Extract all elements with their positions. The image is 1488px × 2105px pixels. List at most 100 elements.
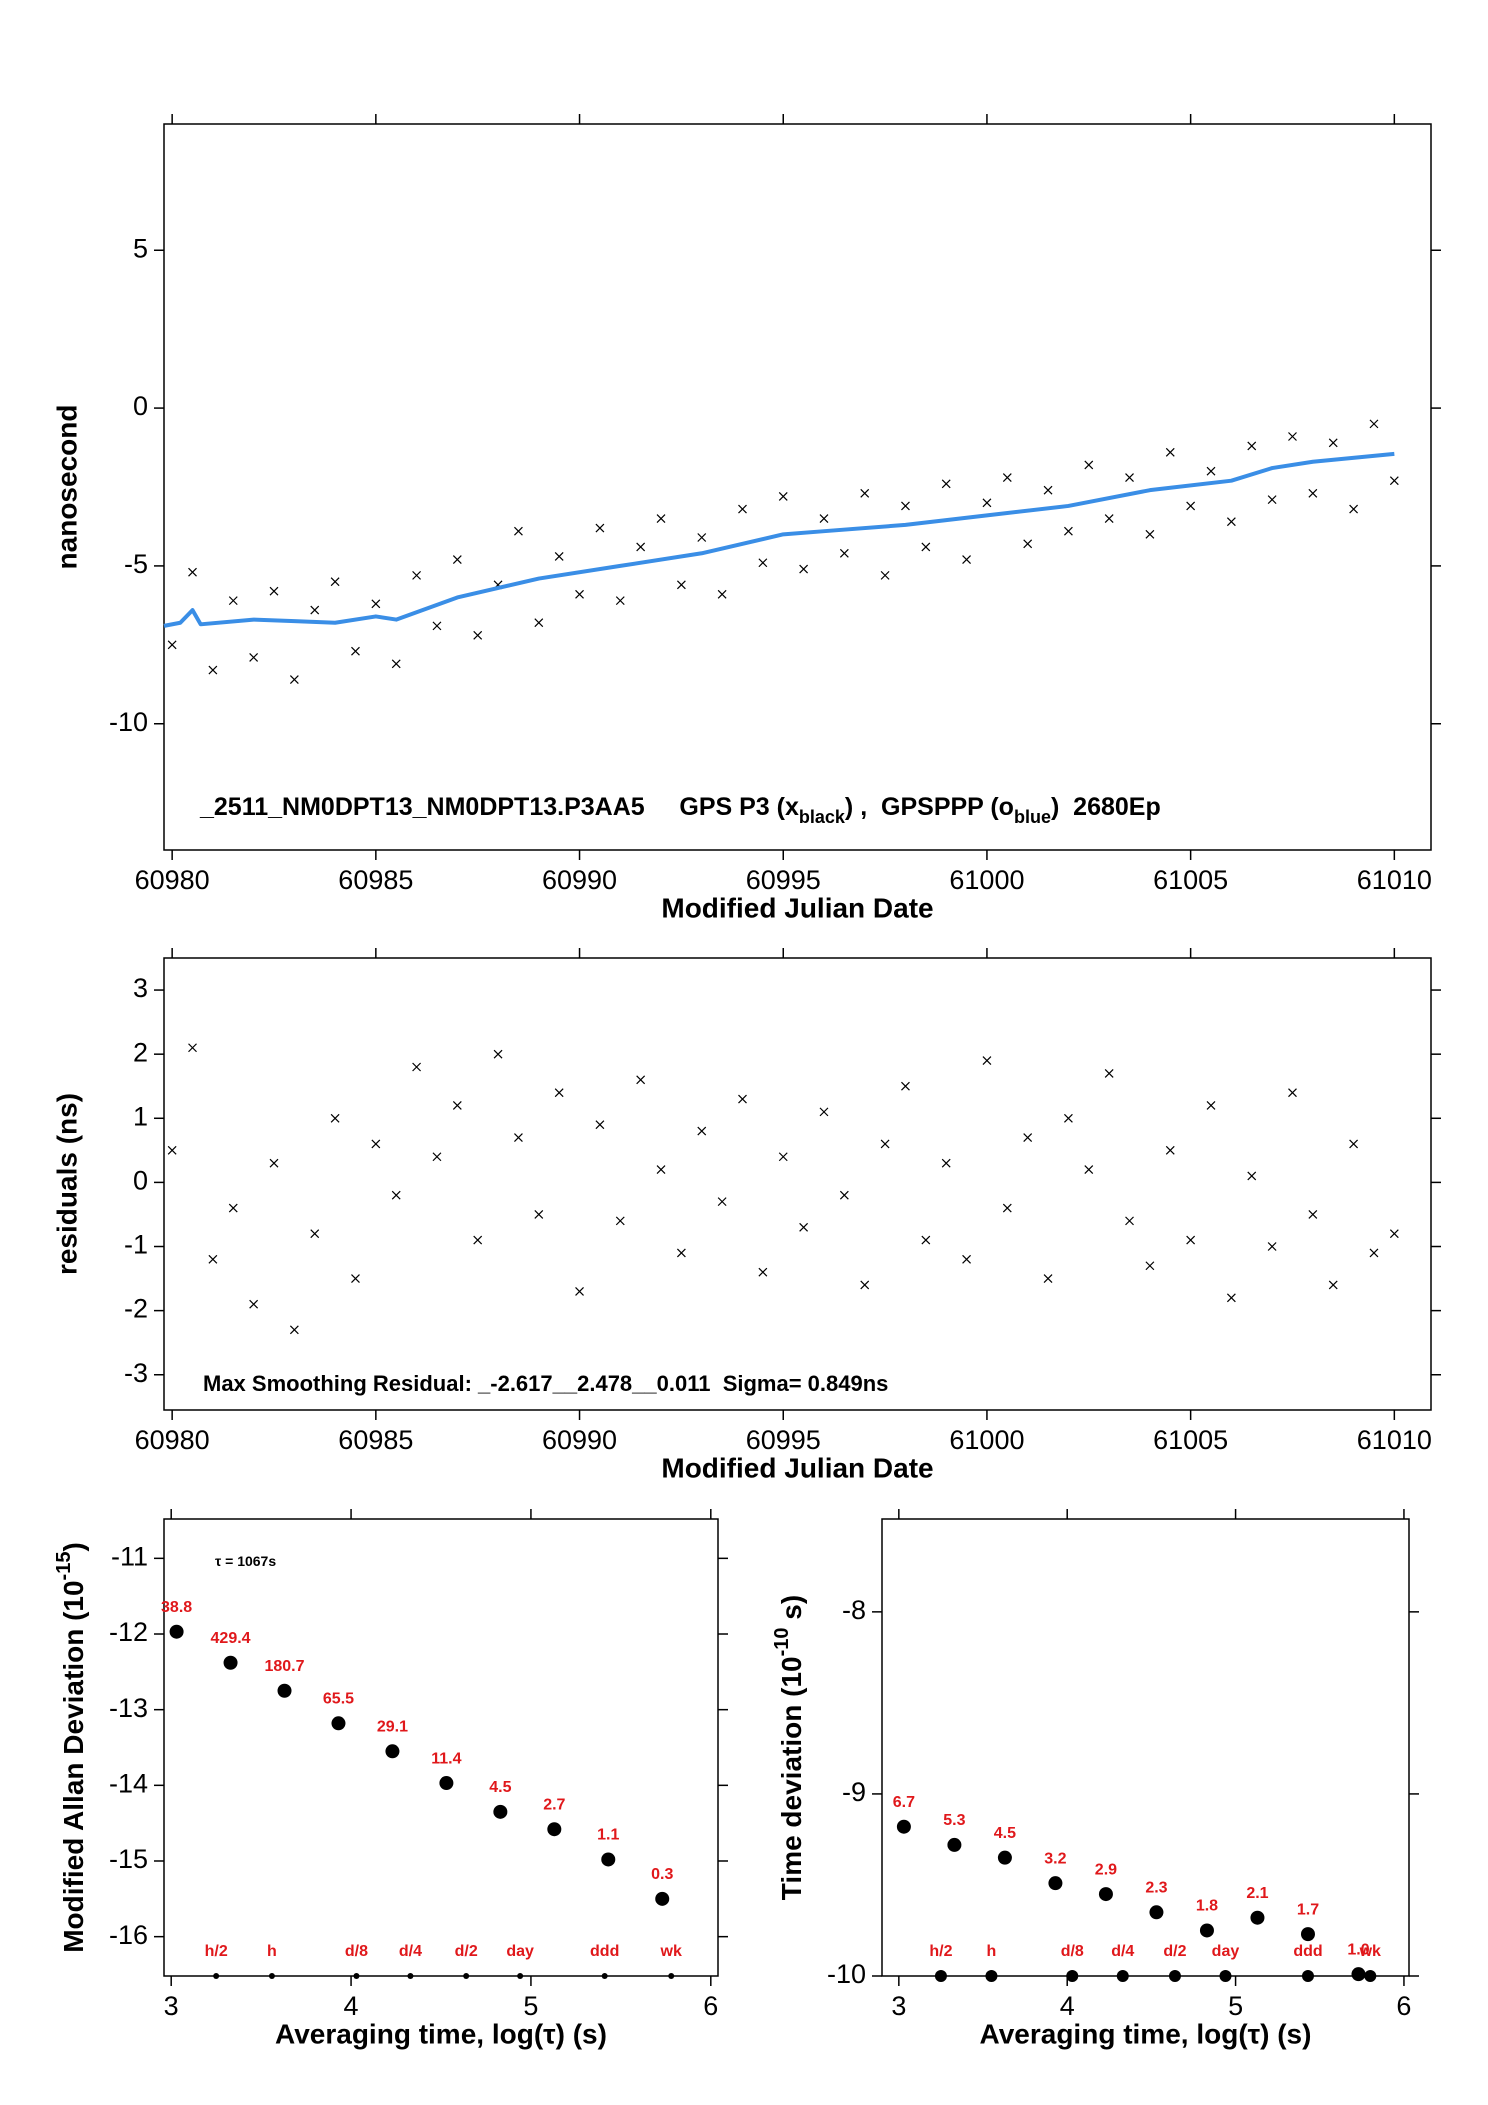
x-marker (982, 498, 992, 508)
dot (331, 1716, 346, 1731)
point-label: 5.3 (943, 1812, 965, 1829)
dot (601, 1852, 616, 1867)
x-marker (269, 1158, 279, 1168)
x-tick-label: 60980 (135, 865, 210, 895)
x-marker (208, 1254, 218, 1264)
x-marker (758, 558, 768, 568)
point-label: 38.8 (161, 1599, 192, 1616)
x-tick-label: 61000 (949, 865, 1024, 895)
period-label: d/4 (399, 1943, 422, 1960)
period-label: day (506, 1943, 534, 1960)
dot (1199, 1923, 1214, 1938)
x-marker (1043, 485, 1053, 495)
x-marker (188, 567, 197, 577)
x-marker (1104, 514, 1114, 523)
text-part: -10 (771, 1627, 793, 1656)
y-tick-label: -8 (842, 1595, 866, 1625)
x-tick-label: 5 (1228, 1991, 1243, 2021)
period-marker (601, 1973, 608, 1979)
x-marker (1125, 1216, 1134, 1226)
period-label: h/2 (929, 1943, 952, 1960)
period-marker (668, 1973, 675, 1979)
period-label: day (1212, 1943, 1240, 1960)
x-marker (575, 589, 584, 599)
period-marker (934, 1970, 947, 1982)
x-axis-label: Modified Julian Date (661, 1452, 933, 1483)
period-label: h/2 (205, 1943, 228, 1960)
x-marker (208, 665, 218, 675)
period-marker (463, 1973, 470, 1979)
x-marker (371, 1139, 381, 1149)
period-marker (1116, 1970, 1129, 1982)
dot (947, 1837, 962, 1852)
x-tick-label: 60990 (542, 1425, 617, 1455)
x-marker (514, 1133, 523, 1142)
x-marker (921, 1235, 931, 1245)
x-marker (717, 589, 727, 599)
x-marker (1389, 1229, 1399, 1239)
point-label: 2.7 (543, 1796, 565, 1813)
x-tick-label: 4 (1060, 1991, 1075, 2021)
y-tick-label: 0 (133, 1166, 148, 1196)
x-marker (656, 1165, 666, 1174)
x-marker (738, 504, 747, 514)
point-label: 1.7 (1297, 1901, 1319, 1918)
y-tick-label: 0 (133, 391, 148, 421)
x-tick-label: 61005 (1153, 1425, 1228, 1455)
text-part: ) , GPSPPP (o (845, 793, 1014, 821)
x-tick-label: 60995 (746, 1425, 821, 1455)
x-marker (249, 1299, 259, 1309)
x-marker (351, 1274, 360, 1283)
x-marker (819, 1107, 829, 1117)
x-marker (1349, 1139, 1359, 1149)
point-label: 11.4 (431, 1750, 461, 1767)
x-marker (554, 552, 564, 561)
x-marker (839, 548, 849, 558)
dot (1098, 1887, 1113, 1902)
x-marker (1288, 432, 1297, 441)
x-marker (697, 533, 707, 542)
x-tick-label: 4 (344, 1991, 359, 2021)
x-marker (1023, 1133, 1033, 1142)
dot (1149, 1905, 1164, 1920)
point-label: 29.1 (377, 1719, 408, 1736)
x-marker (717, 1197, 727, 1207)
point-label: 2.9 (1095, 1861, 1117, 1878)
x-marker (391, 1190, 401, 1200)
period-marker (985, 1970, 998, 1982)
x-marker (1206, 466, 1216, 476)
x-marker (534, 618, 544, 628)
point-label: 4.5 (489, 1779, 511, 1796)
x-marker (1084, 460, 1094, 470)
x-tick-label: 60985 (338, 865, 413, 895)
y-tick-label: -14 (109, 1768, 148, 1798)
y-tick-label: -9 (842, 1777, 866, 1807)
x-marker (514, 526, 523, 536)
period-marker (1364, 1970, 1377, 1982)
period-label: wk (660, 1943, 682, 1960)
line (163, 451, 1395, 628)
y-tick-label: 5 (133, 233, 148, 263)
y-tick-label: -15 (109, 1844, 148, 1874)
x-marker (962, 1254, 971, 1264)
y-tick-label: -16 (109, 1920, 148, 1950)
x-marker (1328, 438, 1338, 448)
period-label: d/8 (1061, 1943, 1084, 1960)
x-marker (1145, 529, 1155, 539)
point-label: 180.7 (264, 1658, 304, 1675)
text-part: ) (58, 1542, 89, 1551)
x-marker (941, 1158, 951, 1168)
x-marker (493, 1049, 503, 1059)
annotation: τ = 1067s (215, 1553, 276, 1569)
dot (1300, 1927, 1315, 1942)
x-marker (1247, 1171, 1257, 1181)
x-marker (473, 630, 483, 640)
x-marker (575, 1286, 584, 1296)
x-marker (310, 1229, 320, 1239)
x-marker (1165, 1145, 1175, 1155)
x-marker (1063, 1113, 1073, 1123)
dot (547, 1822, 562, 1837)
x-marker (452, 1101, 462, 1110)
x-marker (1328, 1280, 1338, 1290)
